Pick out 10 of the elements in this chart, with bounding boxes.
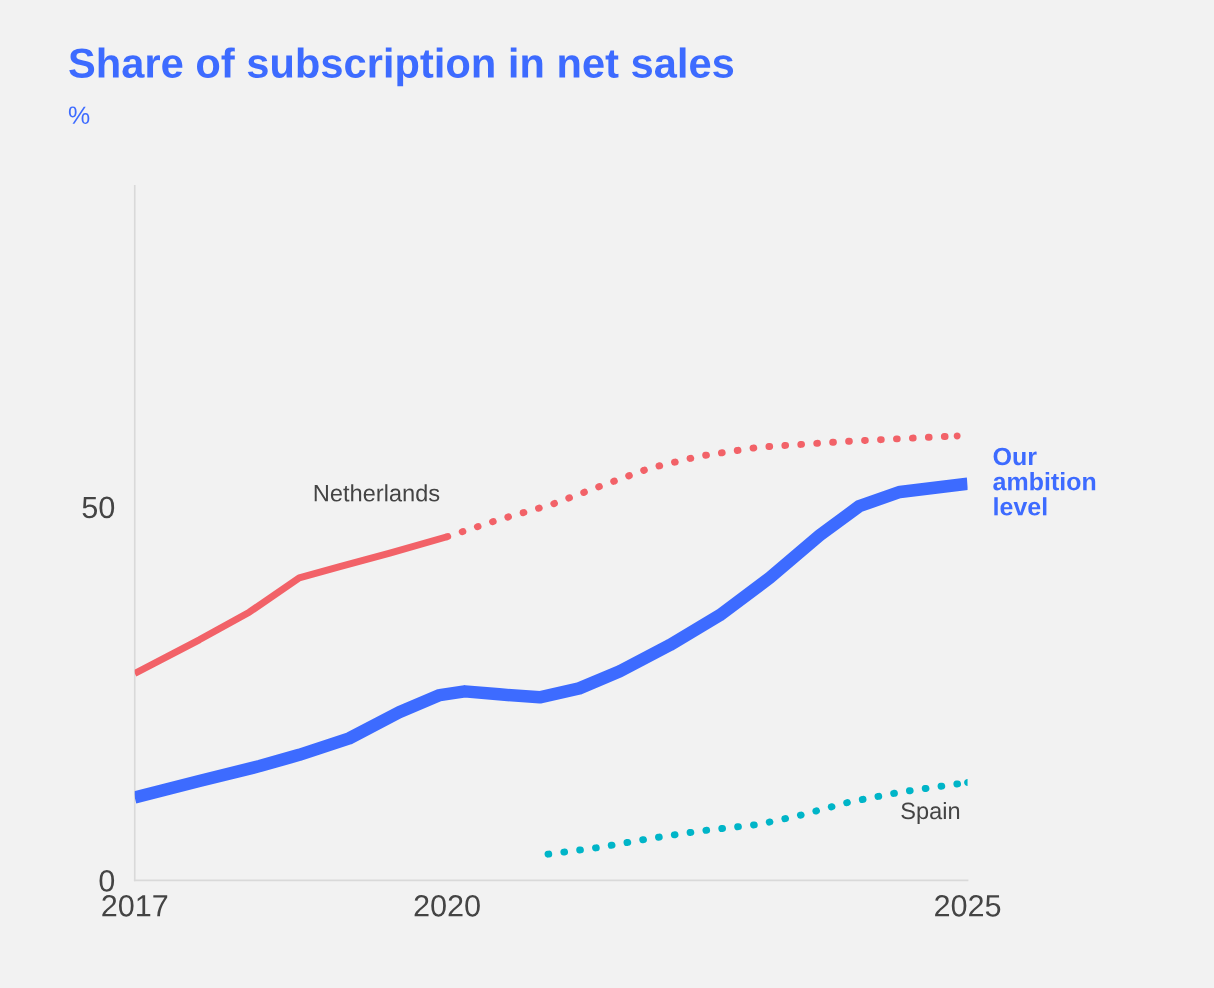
series-label: Netherlands	[314, 484, 440, 502]
chart-title: Share of subscription in net sales	[69, 47, 734, 87]
y-tick-label: 0	[99, 870, 115, 892]
x-tick-label: 2017	[102, 895, 168, 917]
chart-subtitle: %	[68, 106, 90, 124]
series-label: Our ambition level	[993, 447, 1096, 516]
x-tick-label: 2025	[935, 895, 1001, 917]
y-tick-label: 50	[82, 496, 115, 519]
series-label: Spain	[901, 801, 960, 824]
x-tick-label: 2020	[414, 895, 480, 917]
